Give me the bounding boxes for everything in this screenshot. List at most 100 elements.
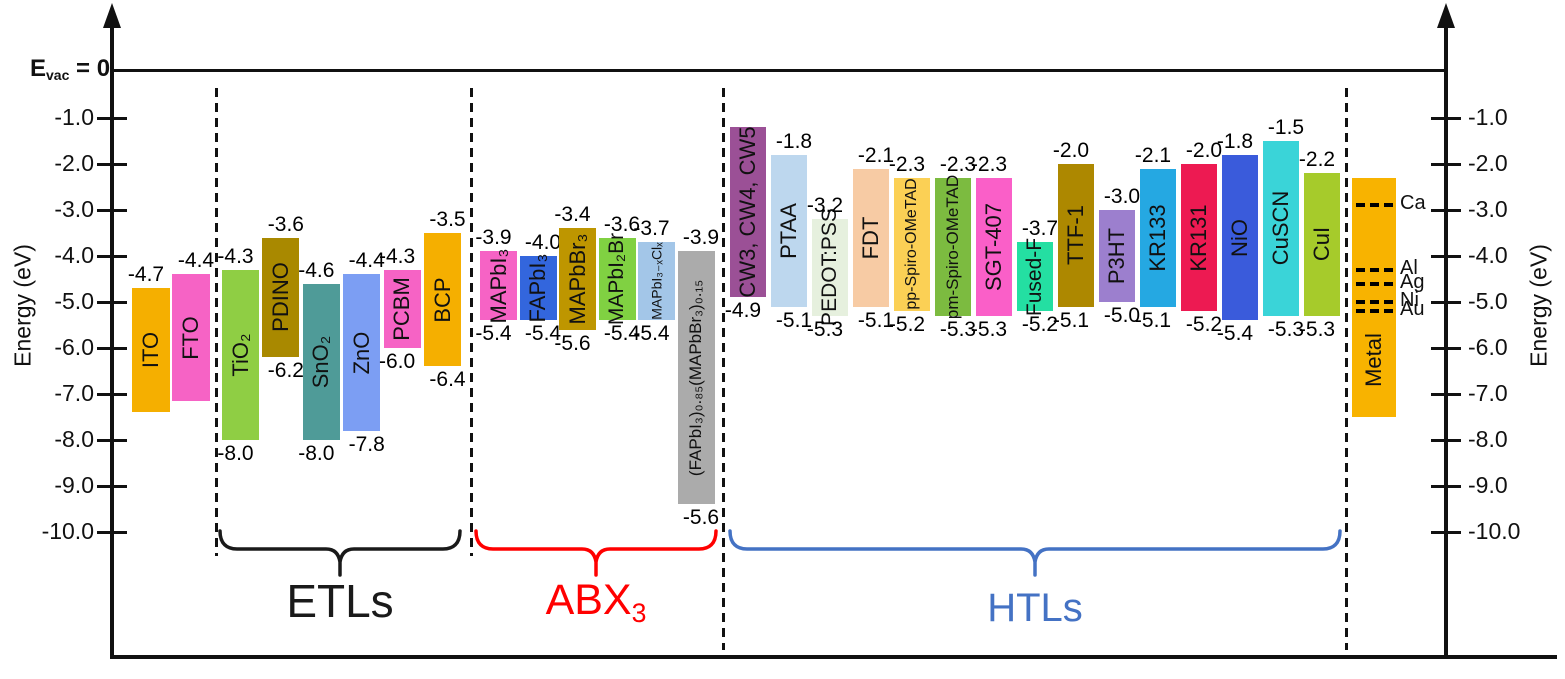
bar-top-value: -1.8 bbox=[775, 129, 813, 153]
bar-bottom-value: -5.2 bbox=[888, 313, 926, 337]
bar-label: MAPbI₂Br bbox=[605, 232, 628, 326]
right-axis-line bbox=[1444, 22, 1448, 658]
right-axis-tick-label: -5.0 bbox=[1468, 288, 1508, 314]
bar-top-value: -4.3 bbox=[379, 244, 416, 268]
left-axis-tick-label: -10.0 bbox=[41, 518, 94, 544]
energy-bar: SnO₂ bbox=[302, 283, 340, 440]
bar-label: Metal bbox=[1361, 332, 1386, 387]
bar-top-value: -4.6 bbox=[298, 258, 335, 282]
abx3-brace bbox=[474, 529, 718, 577]
bar-label: TiO₂ bbox=[227, 333, 253, 377]
energy-bar: pm-Spiro-OMeTAD bbox=[935, 175, 971, 319]
bar-label: PCBM bbox=[389, 277, 415, 341]
right-axis-tick-label: -10.0 bbox=[1468, 518, 1521, 544]
left-axis-line bbox=[110, 22, 114, 658]
bar-label: KR133 bbox=[1145, 203, 1170, 272]
bar-label: FTO bbox=[178, 315, 203, 360]
energy-bar: (FAPbI₃)₀.₈₅(MAPbBr₃)₀.₁₅ bbox=[677, 251, 715, 505]
energy-bar: PEDOT:PSS bbox=[812, 209, 848, 326]
bar-bottom-value: -5.6 bbox=[682, 506, 720, 530]
bar-bottom-value: -7.8 bbox=[348, 432, 385, 456]
bar-top-value: -1.5 bbox=[1267, 116, 1305, 139]
energy-bar: CuSCN bbox=[1263, 141, 1299, 316]
bar-bottom-value: -5.4 bbox=[524, 322, 562, 346]
energy-bar: BCP bbox=[424, 233, 461, 367]
bar-bottom-value: -5.1 bbox=[857, 308, 895, 332]
right-axis-tick bbox=[1431, 116, 1461, 120]
bar-top-value: -3.4 bbox=[554, 203, 591, 227]
left-axis-tick-label: -3.0 bbox=[54, 196, 94, 222]
energy-bar: FAPbI₃ bbox=[519, 253, 557, 323]
energy-bar: MAPbI₃₋ₓClₓ bbox=[638, 242, 675, 321]
bar-bottom-value: -4.9 bbox=[724, 299, 762, 323]
bar-bottom-value: -5.2 bbox=[1021, 313, 1059, 337]
bar-bottom-value: -5.3 bbox=[970, 317, 1008, 341]
bar-bottom-value: -5.3 bbox=[1267, 317, 1305, 341]
right-axis-tick bbox=[1431, 254, 1461, 258]
bar-top-value: -3.5 bbox=[429, 208, 466, 231]
bar-label: NiO bbox=[1227, 218, 1252, 257]
energy-bar: ZnO bbox=[343, 274, 381, 431]
bar-label: SGT-407 bbox=[981, 202, 1006, 291]
work-function-label: Ag bbox=[1400, 270, 1425, 293]
right-axis-tick bbox=[1431, 162, 1461, 166]
right-axis-tick-label: -8.0 bbox=[1468, 426, 1508, 452]
bar-bottom-value: -8.0 bbox=[217, 442, 254, 465]
energy-bar: PTAA bbox=[771, 154, 807, 307]
evac-label: Evac = 0 bbox=[30, 55, 110, 83]
energy-bar: TiO₂ bbox=[222, 269, 259, 440]
left-axis-tick-label: -9.0 bbox=[54, 472, 94, 498]
baseline bbox=[110, 655, 1557, 659]
bar-label: Fused-F bbox=[1023, 237, 1046, 316]
bar-bottom-value: -5.3 bbox=[1298, 317, 1336, 341]
work-function-dash bbox=[1356, 309, 1396, 314]
bar-label: SnO₂ bbox=[308, 335, 334, 389]
right-axis-tick-label: -6.0 bbox=[1468, 334, 1508, 360]
bar-label: PEDOT:PSS bbox=[818, 208, 841, 327]
right-axis-tick-label: -1.0 bbox=[1468, 104, 1508, 130]
energy-bar: FDT bbox=[853, 168, 889, 307]
work-function-dash bbox=[1356, 267, 1396, 272]
bar-top-value: -4.0 bbox=[524, 231, 562, 254]
left-axis-tick-label: -6.0 bbox=[54, 334, 94, 360]
left-axis-tick-label: -4.0 bbox=[54, 242, 94, 268]
etl-brace-path bbox=[218, 529, 462, 577]
bar-label: FAPbI₃ bbox=[525, 253, 550, 323]
evac-prefix: E bbox=[30, 55, 47, 82]
bar-bottom-value: -5.3 bbox=[939, 317, 977, 341]
left-axis-tick bbox=[97, 484, 127, 488]
etl-group-text: ETLs bbox=[286, 575, 394, 627]
evac-line bbox=[111, 69, 1447, 72]
right-axis-tick-label: -9.0 bbox=[1468, 472, 1508, 498]
left-axis-tick bbox=[97, 438, 127, 442]
right-axis-tick-label: -7.0 bbox=[1468, 380, 1508, 406]
etl-brace bbox=[218, 529, 462, 577]
energy-bar: SGT-407 bbox=[976, 177, 1012, 316]
left-axis-tick bbox=[97, 346, 127, 350]
energy-bar: MAPbI₂Br bbox=[598, 233, 636, 325]
energy-bar: CuI bbox=[1304, 173, 1340, 316]
bar-bottom-value: -5.4 bbox=[603, 322, 641, 346]
bar-bottom-value: -5.2 bbox=[1185, 313, 1223, 337]
bar-bottom-value: -5.4 bbox=[475, 322, 512, 346]
left-axis-tick bbox=[97, 530, 127, 534]
right-axis-up-arrow-icon bbox=[1436, 3, 1455, 28]
right-axis-tick bbox=[1431, 208, 1461, 212]
left-axis-tick-label: -8.0 bbox=[54, 426, 94, 452]
right-axis-tick bbox=[1431, 346, 1461, 350]
htl-brace-path bbox=[728, 529, 1342, 577]
left-axis-tick-label: -7.0 bbox=[54, 380, 94, 406]
left-axis-tick bbox=[97, 254, 127, 258]
bar-label: (FAPbI₃)₀.₈₅(MAPbBr₃)₀.₁₅ bbox=[686, 279, 705, 476]
bar-top-value: -3.6 bbox=[267, 212, 304, 236]
left-axis-tick bbox=[97, 208, 127, 212]
left-axis-tick bbox=[97, 116, 127, 120]
abx3-brace-path bbox=[474, 529, 718, 577]
bar-top-value: -2.3 bbox=[888, 152, 926, 176]
energy-bar: KR131 bbox=[1181, 164, 1217, 312]
right-axis-tick-label: -3.0 bbox=[1468, 196, 1508, 222]
bar-label: CuSCN bbox=[1268, 191, 1293, 266]
bar-top-value: -2.0 bbox=[1185, 139, 1223, 162]
energy-bar: MAPbBr₃ bbox=[559, 228, 596, 330]
